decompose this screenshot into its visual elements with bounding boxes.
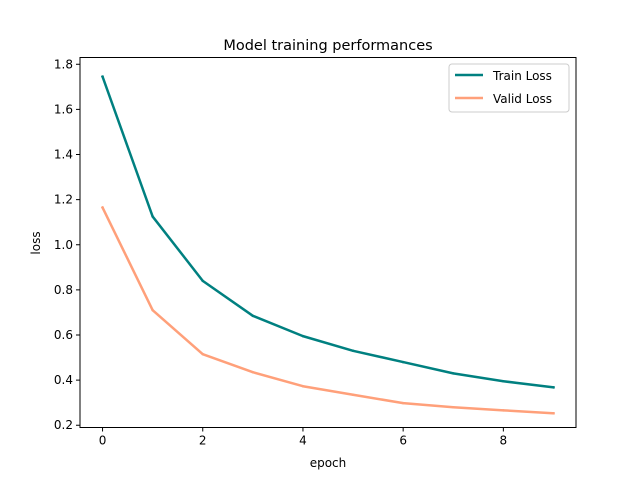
- data-point-train-loss: [552, 386, 555, 389]
- x-tick-label: 0: [99, 434, 107, 448]
- y-axis-ticks: 0.2 0.4 0.6 0.8 1.0 1.2 1.4 1.6 1.8: [54, 57, 80, 432]
- legend: Train Loss Valid Loss: [448, 63, 570, 113]
- x-axis-ticks: 0 2 4 6 8: [99, 427, 508, 448]
- y-tick-label: 1.0: [54, 238, 73, 252]
- x-tick-label: 4: [299, 434, 307, 448]
- data-point-train-loss: [251, 314, 255, 318]
- data-point-train-loss: [101, 75, 104, 78]
- y-tick-label: 0.6: [54, 328, 73, 342]
- y-tick-label: 0.4: [54, 373, 73, 387]
- data-point-valid-loss: [401, 401, 405, 405]
- chart-title: Model training performances: [223, 38, 432, 54]
- y-tick-label: 0.2: [54, 418, 73, 432]
- y-tick-label: 1.8: [54, 57, 73, 71]
- y-tick-label: 1.4: [54, 148, 73, 162]
- data-point-valid-loss: [301, 384, 305, 388]
- data-point-train-loss: [351, 349, 355, 353]
- y-axis-label: loss: [29, 231, 43, 254]
- data-point-valid-loss: [151, 308, 154, 312]
- series-line-train-loss: [100, 75, 555, 389]
- data-point-valid-loss: [452, 405, 455, 409]
- data-point-valid-loss: [351, 393, 355, 397]
- data-point-valid-loss: [201, 352, 204, 356]
- data-point-valid-loss: [101, 206, 104, 209]
- data-point-train-loss: [201, 279, 204, 283]
- data-point-train-loss: [301, 334, 305, 338]
- series-line-valid-loss: [100, 205, 555, 415]
- y-tick-label: 1.2: [54, 193, 73, 207]
- data-point-train-loss: [452, 372, 455, 375]
- y-tick-label: 1.6: [54, 102, 73, 116]
- plot-area-frame: [79, 57, 577, 428]
- legend-label-train-loss: Train Loss: [492, 69, 552, 83]
- x-tick-label: 2: [199, 434, 207, 448]
- data-point-train-loss: [502, 380, 505, 383]
- y-tick-label: 0.8: [54, 283, 73, 297]
- data-point-train-loss: [151, 215, 154, 218]
- data-point-valid-loss: [552, 412, 555, 415]
- data-point-train-loss: [401, 360, 405, 364]
- legend-label-valid-loss: Valid Loss: [493, 92, 552, 106]
- data-point-valid-loss: [251, 370, 255, 374]
- x-tick-label: 6: [399, 434, 407, 448]
- plot-layer: [100, 75, 555, 415]
- x-axis-label: epoch: [310, 456, 347, 470]
- data-point-valid-loss: [502, 409, 505, 412]
- x-tick-label: 8: [500, 434, 508, 448]
